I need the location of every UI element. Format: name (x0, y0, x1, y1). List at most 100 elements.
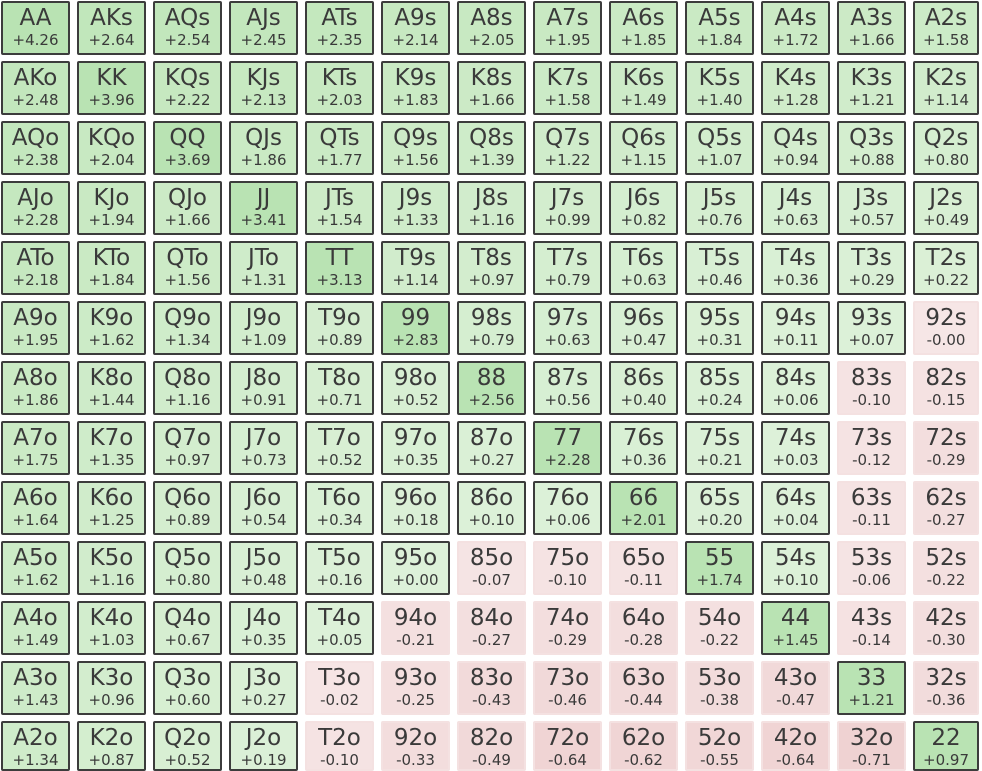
hand-cell-a2s[interactable]: A2s +1.58 (913, 1, 979, 55)
hand-cell-q4s[interactable]: Q4s +0.94 (761, 121, 830, 175)
hand-cell-ats[interactable]: ATs +2.35 (305, 1, 374, 55)
hand-cell-a9s[interactable]: A9s +2.14 (381, 1, 450, 55)
hand-cell-a7o[interactable]: A7o +1.75 (1, 421, 70, 475)
hand-cell-76s[interactable]: 76s +0.36 (609, 421, 678, 475)
hand-cell-q4o[interactable]: Q4o +0.67 (153, 601, 222, 655)
hand-cell-j4o[interactable]: J4o +0.35 (229, 601, 298, 655)
hand-cell-88[interactable]: 88 +2.56 (457, 361, 526, 415)
hand-cell-a6o[interactable]: A6o +1.64 (1, 481, 70, 535)
hand-cell-83s[interactable]: 83s -0.10 (837, 361, 906, 415)
hand-cell-t5s[interactable]: T5s +0.46 (685, 241, 754, 295)
hand-cell-t4o[interactable]: T4o +0.05 (305, 601, 374, 655)
hand-cell-94s[interactable]: 94s +0.11 (761, 301, 830, 355)
hand-cell-86o[interactable]: 86o +0.10 (457, 481, 526, 535)
hand-cell-j4s[interactable]: J4s +0.63 (761, 181, 830, 235)
hand-cell-t9s[interactable]: T9s +1.14 (381, 241, 450, 295)
hand-cell-a4s[interactable]: A4s +1.72 (761, 1, 830, 55)
hand-cell-a8s[interactable]: A8s +2.05 (457, 1, 526, 55)
hand-cell-q5s[interactable]: Q5s +1.07 (685, 121, 754, 175)
hand-cell-k3s[interactable]: K3s +1.21 (837, 61, 906, 115)
hand-cell-44[interactable]: 44 +1.45 (761, 601, 830, 655)
hand-cell-j2s[interactable]: J2s +0.49 (913, 181, 979, 235)
hand-cell-q5o[interactable]: Q5o +0.80 (153, 541, 222, 595)
hand-cell-j2o[interactable]: J2o +0.19 (229, 721, 298, 771)
hand-cell-t8o[interactable]: T8o +0.71 (305, 361, 374, 415)
hand-cell-63o[interactable]: 63o -0.44 (609, 661, 678, 715)
hand-cell-qjo[interactable]: QJo +1.66 (153, 181, 222, 235)
hand-cell-k4s[interactable]: K4s +1.28 (761, 61, 830, 115)
hand-cell-qq[interactable]: QQ +3.69 (153, 121, 222, 175)
hand-cell-92o[interactable]: 92o -0.33 (381, 721, 450, 771)
hand-cell-98o[interactable]: 98o +0.52 (381, 361, 450, 415)
hand-cell-96s[interactable]: 96s +0.47 (609, 301, 678, 355)
hand-cell-q9s[interactable]: Q9s +1.56 (381, 121, 450, 175)
hand-cell-j5s[interactable]: J5s +0.76 (685, 181, 754, 235)
hand-cell-73o[interactable]: 73o -0.46 (533, 661, 602, 715)
hand-cell-53o[interactable]: 53o -0.38 (685, 661, 754, 715)
hand-cell-a3o[interactable]: A3o +1.43 (1, 661, 70, 715)
hand-cell-j9s[interactable]: J9s +1.33 (381, 181, 450, 235)
hand-cell-43s[interactable]: 43s -0.14 (837, 601, 906, 655)
hand-cell-q3s[interactable]: Q3s +0.88 (837, 121, 906, 175)
hand-cell-j7s[interactable]: J7s +0.99 (533, 181, 602, 235)
hand-cell-t6s[interactable]: T6s +0.63 (609, 241, 678, 295)
hand-cell-43o[interactable]: 43o -0.47 (761, 661, 830, 715)
hand-cell-97o[interactable]: 97o +0.35 (381, 421, 450, 475)
hand-cell-k7o[interactable]: K7o +1.35 (77, 421, 146, 475)
hand-cell-q8o[interactable]: Q8o +1.16 (153, 361, 222, 415)
hand-cell-62o[interactable]: 62o -0.62 (609, 721, 678, 771)
hand-cell-98s[interactable]: 98s +0.79 (457, 301, 526, 355)
hand-cell-kjo[interactable]: KJo +1.94 (77, 181, 146, 235)
hand-cell-77[interactable]: 77 +2.28 (533, 421, 602, 475)
hand-cell-k6s[interactable]: K6s +1.49 (609, 61, 678, 115)
hand-cell-42o[interactable]: 42o -0.64 (761, 721, 830, 771)
hand-cell-q3o[interactable]: Q3o +0.60 (153, 661, 222, 715)
hand-cell-a9o[interactable]: A9o +1.95 (1, 301, 70, 355)
hand-cell-kqo[interactable]: KQo +2.04 (77, 121, 146, 175)
hand-cell-k7s[interactable]: K7s +1.58 (533, 61, 602, 115)
hand-cell-ajs[interactable]: AJs +2.45 (229, 1, 298, 55)
hand-cell-a5o[interactable]: A5o +1.62 (1, 541, 70, 595)
hand-cell-jto[interactable]: JTo +1.31 (229, 241, 298, 295)
hand-cell-83o[interactable]: 83o -0.43 (457, 661, 526, 715)
hand-cell-66[interactable]: 66 +2.01 (609, 481, 678, 535)
hand-cell-75o[interactable]: 75o -0.10 (533, 541, 602, 595)
hand-cell-ato[interactable]: ATo +2.18 (1, 241, 70, 295)
hand-cell-j6o[interactable]: J6o +0.54 (229, 481, 298, 535)
hand-cell-t7o[interactable]: T7o +0.52 (305, 421, 374, 475)
hand-cell-kjs[interactable]: KJs +2.13 (229, 61, 298, 115)
hand-cell-aa[interactable]: AA +4.26 (1, 1, 70, 55)
hand-cell-82o[interactable]: 82o -0.49 (457, 721, 526, 771)
hand-cell-82s[interactable]: 82s -0.15 (913, 361, 979, 415)
hand-cell-a2o[interactable]: A2o +1.34 (1, 721, 70, 771)
hand-cell-j9o[interactable]: J9o +1.09 (229, 301, 298, 355)
hand-cell-j6s[interactable]: J6s +0.82 (609, 181, 678, 235)
hand-cell-j7o[interactable]: J7o +0.73 (229, 421, 298, 475)
hand-cell-k8o[interactable]: K8o +1.44 (77, 361, 146, 415)
hand-cell-95s[interactable]: 95s +0.31 (685, 301, 754, 355)
hand-cell-a5s[interactable]: A5s +1.84 (685, 1, 754, 55)
hand-cell-jts[interactable]: JTs +1.54 (305, 181, 374, 235)
hand-cell-64s[interactable]: 64s +0.04 (761, 481, 830, 535)
hand-cell-j3s[interactable]: J3s +0.57 (837, 181, 906, 235)
hand-cell-87o[interactable]: 87o +0.27 (457, 421, 526, 475)
hand-cell-k6o[interactable]: K6o +1.25 (77, 481, 146, 535)
hand-cell-52o[interactable]: 52o -0.55 (685, 721, 754, 771)
hand-cell-q7o[interactable]: Q7o +0.97 (153, 421, 222, 475)
hand-cell-42s[interactable]: 42s -0.30 (913, 601, 979, 655)
hand-cell-t2s[interactable]: T2s +0.22 (913, 241, 979, 295)
hand-cell-54o[interactable]: 54o -0.22 (685, 601, 754, 655)
hand-cell-55[interactable]: 55 +1.74 (685, 541, 754, 595)
hand-cell-52s[interactable]: 52s -0.22 (913, 541, 979, 595)
hand-cell-q2s[interactable]: Q2s +0.80 (913, 121, 979, 175)
hand-cell-jj[interactable]: JJ +3.41 (229, 181, 298, 235)
hand-cell-75s[interactable]: 75s +0.21 (685, 421, 754, 475)
hand-cell-72o[interactable]: 72o -0.64 (533, 721, 602, 771)
hand-cell-k9o[interactable]: K9o +1.62 (77, 301, 146, 355)
hand-cell-84o[interactable]: 84o -0.27 (457, 601, 526, 655)
hand-cell-t9o[interactable]: T9o +0.89 (305, 301, 374, 355)
hand-cell-76o[interactable]: 76o +0.06 (533, 481, 602, 535)
hand-cell-qto[interactable]: QTo +1.56 (153, 241, 222, 295)
hand-cell-a8o[interactable]: A8o +1.86 (1, 361, 70, 415)
hand-cell-q7s[interactable]: Q7s +1.22 (533, 121, 602, 175)
